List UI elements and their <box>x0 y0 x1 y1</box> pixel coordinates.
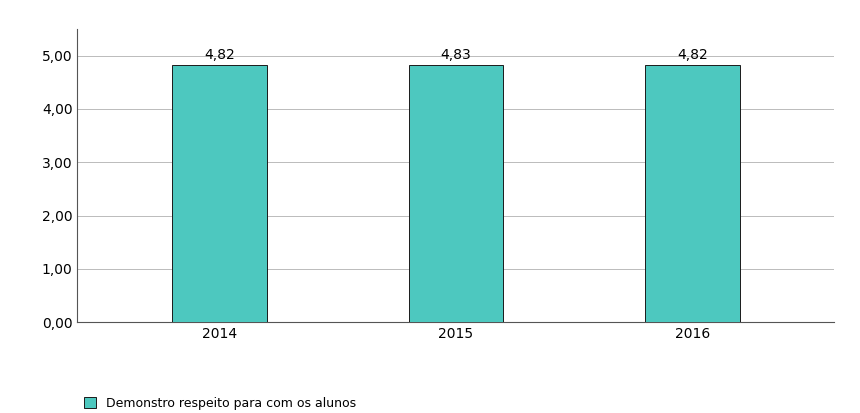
Bar <box>172 65 267 322</box>
Legend: Demonstro respeito para com os alunos: Demonstro respeito para com os alunos <box>83 397 356 410</box>
Text: 4,82: 4,82 <box>677 48 708 62</box>
Bar <box>408 64 503 322</box>
Text: 4,83: 4,83 <box>440 48 471 62</box>
Bar <box>645 65 740 322</box>
Text: 4,82: 4,82 <box>204 48 235 62</box>
